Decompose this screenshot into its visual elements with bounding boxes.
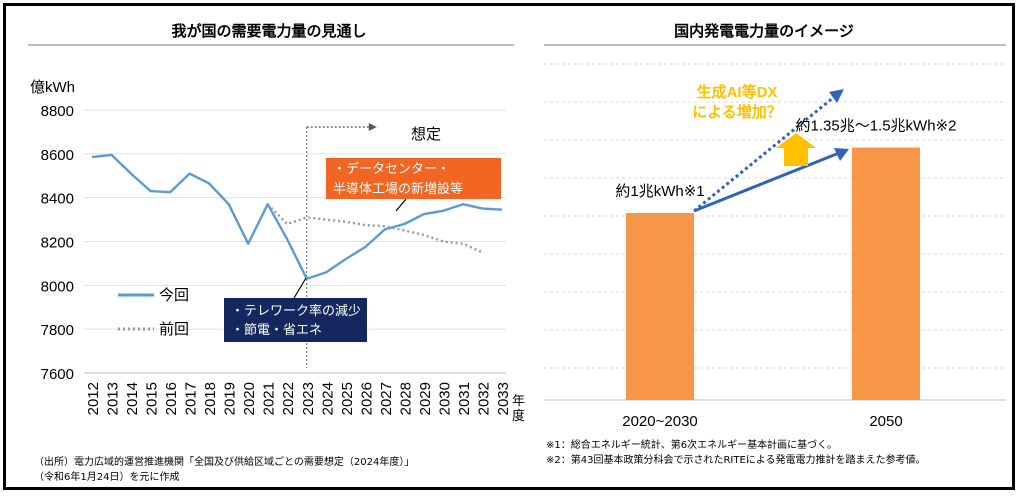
- forecast-label: 想定: [411, 126, 441, 143]
- right-x-tick-label: 2050: [869, 413, 902, 430]
- y-tick-label: 7800: [41, 322, 74, 339]
- y-tick-label: 8200: [41, 235, 74, 252]
- y-tick-label: 7600: [41, 366, 74, 383]
- navy-annotation-pointer: [293, 277, 307, 299]
- footnote-2: ※2：第43回基本政策分科会で示されたRITEによる発電電力推計を踏まえた参考値…: [546, 453, 926, 466]
- orange-annotation-line1: ・データセンター・: [333, 161, 450, 177]
- trend-arrow-head: [834, 148, 849, 161]
- x-tick-label: 2019: [222, 382, 239, 415]
- right-bars: [626, 147, 920, 400]
- right-x-ticks: 2020~2030 2050: [622, 413, 902, 430]
- dx-label-line1: 生成AI等DX: [697, 83, 778, 101]
- x-tick-label: 2025: [339, 382, 356, 415]
- right-chart-title: 国内発電電力量のイメージ: [674, 22, 854, 40]
- right-data-labels: 約1兆kWh※1 約1.35兆～1.5兆kWh※2: [615, 118, 956, 200]
- bar-data-label: 約1.35兆～1.5兆kWh※2: [796, 118, 957, 135]
- x-tick-label: 2018: [202, 382, 219, 415]
- left-series: [91, 153, 503, 280]
- forecast-arrow-head: [368, 123, 377, 131]
- y-tick-label: 8000: [41, 278, 74, 295]
- legend-label-current: 今回: [159, 287, 189, 304]
- y-tick-label: 8400: [41, 191, 74, 208]
- orange-annotation-box: [326, 158, 501, 199]
- x-tick-label: 2024: [319, 382, 336, 415]
- navy-annotation-box: [224, 298, 367, 342]
- left-x-ticks: 2012 2013 2014 2015 2016 2017 2018 2019 2020 2021…: [85, 382, 512, 415]
- x-tick-label: 2026: [358, 382, 375, 415]
- bar-1: [626, 213, 694, 400]
- x-tick-label: 2023: [300, 382, 317, 415]
- x-tick-label: 2022: [280, 382, 297, 415]
- legend-label-previous: 前回: [159, 321, 189, 338]
- trend-arrow-line: [693, 151, 840, 213]
- x-tick-label: 2032: [475, 382, 492, 415]
- x-tick-label: 2030: [436, 382, 453, 415]
- x-tick-label: 2029: [417, 382, 434, 415]
- y-tick-label: 8600: [41, 147, 74, 164]
- series-line-previous: [266, 203, 483, 254]
- x-tick-label: 2013: [105, 382, 122, 415]
- x-tick-label: 2031: [456, 382, 473, 415]
- x-axis-unit-group: 年度: [512, 394, 525, 424]
- y-tick-label: 8800: [41, 103, 74, 120]
- dx-arrow-head: [829, 89, 844, 103]
- right-x-tick-label: 2020~2030: [622, 413, 698, 430]
- figure-frame: 我が国の需要電力量の見通し 億kWh 7600 7800 8000 8200 8400 8…: [3, 3, 1015, 490]
- source-note-line2: （令和6年1月24日）を元に作成: [34, 470, 179, 483]
- orange-annotation-pointer: [395, 198, 407, 212]
- x-tick-label: 2033: [495, 382, 512, 415]
- x-tick-label: 2016: [163, 382, 180, 415]
- x-axis-unit-char: 年: [512, 394, 525, 409]
- footnote-1: ※1：総合エネルギー統計、第6次エネルギー基本計画に基づく。: [546, 438, 837, 451]
- x-tick-label: 2014: [124, 382, 141, 415]
- x-tick-label: 2017: [183, 382, 200, 415]
- x-tick-label: 2027: [378, 382, 395, 415]
- x-tick-label: 2020: [241, 382, 258, 415]
- x-tick-label: 2028: [397, 382, 414, 415]
- x-axis-unit-char: 度: [512, 408, 525, 424]
- series-line-current: [91, 153, 503, 280]
- bar-2: [852, 147, 920, 400]
- bar-data-label: 約1兆kWh※1: [615, 183, 704, 200]
- orange-annotation-line2: 半導体工場の新増設等: [333, 181, 463, 197]
- y-axis-unit: 億kWh: [30, 79, 75, 96]
- figure-canvas: 我が国の需要電力量の見通し 億kWh 7600 7800 8000 8200 8400 8…: [28, 22, 1006, 483]
- navy-annotation-line1: ・テレワーク率の減少: [231, 303, 361, 319]
- increase-up-arrow: [776, 133, 816, 166]
- left-y-ticks: 7600 7800 8000 8200 8400 8600 8800: [41, 103, 74, 383]
- left-chart-title: 我が国の需要電力量の見通し: [171, 22, 366, 40]
- dx-arrow-line: [693, 95, 835, 213]
- navy-annotation-line2: ・節電・省エネ: [231, 323, 322, 338]
- source-note-line1: （出所）電力広域的運営推進機関「全国及び供給区域ごとの需要想定（2024年度）」: [34, 455, 414, 468]
- x-tick-label: 2021: [261, 382, 278, 415]
- x-tick-label: 2012: [85, 382, 102, 415]
- dx-label-line2: による増加？: [692, 103, 782, 121]
- x-tick-label: 2015: [144, 382, 161, 415]
- left-gridlines: [84, 109, 506, 374]
